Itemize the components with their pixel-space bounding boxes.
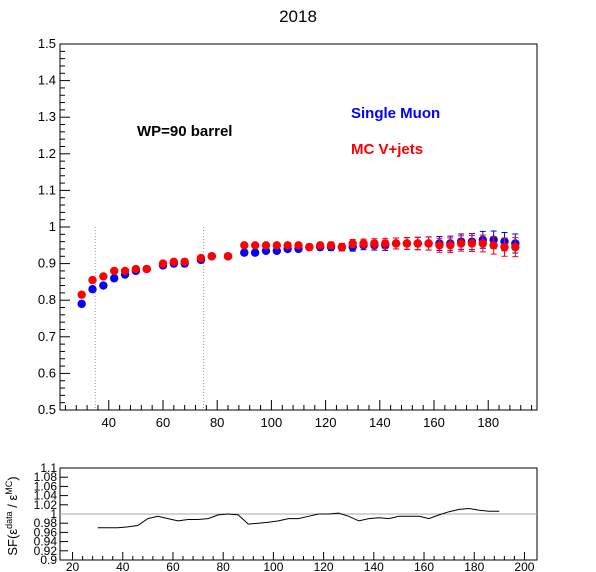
- data-point: [456, 239, 466, 248]
- data-point: [478, 239, 487, 248]
- data-point: [370, 239, 379, 248]
- legend-mc-vjets: MC V+jets: [351, 141, 423, 158]
- y-tick-label: 1: [49, 219, 56, 234]
- data-point: [326, 241, 336, 250]
- y-tick-label: 1.5: [38, 36, 56, 51]
- data-point: [207, 252, 216, 261]
- sf-x-tick-label: 200: [514, 560, 534, 572]
- data-point: [223, 252, 233, 261]
- data-point: [294, 241, 303, 250]
- data-point: [99, 272, 108, 281]
- sf-y-tick-label: 1.02: [34, 498, 58, 512]
- data-point: [283, 241, 292, 250]
- data-point: [110, 274, 119, 283]
- x-tick-label: 140: [369, 415, 391, 430]
- data-point: [315, 241, 325, 250]
- data-point: [261, 241, 271, 250]
- y-tick-label: 1.1: [38, 182, 56, 197]
- efficiency-plot-panel: 0.5 0.6 0.7 0.8 0.9 1 1.1 1.2 1.3 1.4 1.5 40 60 80 100…: [38, 36, 538, 430]
- data-point: [110, 266, 119, 276]
- data-point: [196, 253, 206, 263]
- sf-x-tick-label: 120: [314, 560, 334, 572]
- data-point: [131, 264, 141, 274]
- data-point: [250, 241, 260, 250]
- y-tick-label: 0.9: [38, 256, 56, 271]
- sf-y-tick-label: 0.98: [34, 516, 58, 530]
- sf-x-tick-label: 180: [464, 560, 484, 572]
- sf-y-tick-label: 0.94: [34, 535, 58, 549]
- sf-x-tick-label: 80: [217, 560, 231, 572]
- data-point: [88, 275, 97, 285]
- sf-x-tick-label: 140: [364, 560, 384, 572]
- legend-single-muon: Single Muon: [351, 105, 440, 122]
- data-point: [250, 248, 260, 257]
- data-point: [391, 239, 401, 248]
- sf-y-tick-label: 1.06: [34, 479, 58, 493]
- sf-x-tick-label: 40: [116, 560, 130, 572]
- data-point: [88, 285, 97, 294]
- data-point: [240, 241, 249, 250]
- sf-y-tick-label: 0.9: [40, 553, 57, 567]
- data-point: [99, 281, 108, 290]
- x-tick-label: 80: [210, 415, 224, 430]
- sf-x-tick-label: 60: [166, 560, 180, 572]
- data-point: [467, 239, 477, 248]
- sf-x-tick-label: 100: [263, 560, 283, 572]
- data-point: [348, 239, 357, 248]
- data-point: [413, 239, 422, 248]
- x-tick-label: 40: [102, 415, 116, 430]
- data-point: [424, 239, 433, 248]
- x-tick-label: 100: [261, 415, 283, 430]
- x-tick-label: 160: [423, 415, 445, 430]
- data-point: [359, 239, 368, 248]
- sf-axis-title: SF(εdata / εMC): [4, 476, 20, 555]
- chart-title: 2018: [279, 7, 317, 26]
- y-tick-label: 1.3: [38, 109, 56, 124]
- sf-x-tick-label: 20: [66, 560, 80, 572]
- y-tick-label: 1.2: [38, 146, 56, 161]
- data-point: [180, 257, 189, 266]
- y-tick-label: 0.5: [38, 402, 56, 417]
- scale-factor-line: [97, 507, 500, 529]
- data-point: [77, 290, 86, 299]
- data-point: [500, 242, 509, 252]
- y-tick-label: 0.7: [38, 329, 56, 344]
- sf-y-tick-label: 1.1: [40, 461, 57, 475]
- data-point: [489, 241, 498, 250]
- x-tick-label: 60: [156, 415, 170, 430]
- sf-y-tick-label: 0.92: [34, 544, 58, 558]
- data-point: [240, 248, 249, 257]
- x-tick-label: 180: [477, 415, 499, 430]
- data-point: [120, 266, 130, 276]
- data-point: [381, 239, 390, 248]
- sf-y-tick-label: 0.96: [34, 525, 58, 539]
- data-point: [169, 257, 179, 266]
- data-point: [142, 264, 151, 274]
- top-plot-frame: [59, 43, 538, 411]
- data-point: [435, 241, 444, 250]
- working-point-label: WP=90 barrel: [137, 123, 232, 140]
- sf-y-tick-label: 1.08: [34, 470, 58, 484]
- data-point: [337, 242, 347, 252]
- sf-y-tick-label: 1.04: [34, 489, 58, 503]
- data-point: [272, 241, 282, 250]
- data-point: [158, 259, 168, 268]
- data-point: [402, 239, 412, 248]
- data-point: [446, 241, 455, 250]
- series-mc-vjets: [77, 234, 520, 299]
- y-tick-label: 0.8: [38, 292, 56, 307]
- y-tick-label: 0.6: [38, 365, 56, 380]
- data-point: [511, 242, 520, 252]
- data-point: [77, 299, 86, 309]
- x-tick-label: 120: [315, 415, 337, 430]
- data-point: [305, 242, 314, 252]
- y-tick-label: 1.4: [38, 73, 56, 88]
- sf-x-tick-label: 160: [414, 560, 434, 572]
- sf-y-tick-label: 1: [50, 507, 57, 521]
